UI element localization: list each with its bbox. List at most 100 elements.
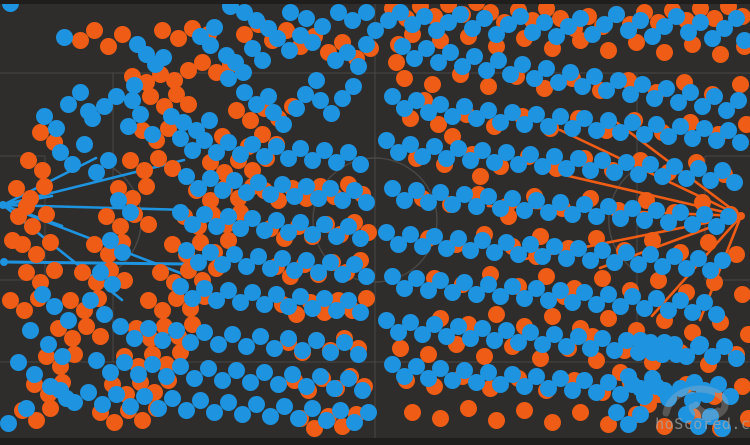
touch-dot <box>45 261 63 279</box>
touch-dot <box>715 337 733 355</box>
touch-dot <box>99 151 117 169</box>
touch-dot <box>485 243 503 261</box>
touch-dot <box>645 89 663 107</box>
touch-dot <box>715 19 733 37</box>
touch-dot <box>183 215 201 233</box>
touch-dot <box>327 227 345 245</box>
touch-dot <box>357 289 375 307</box>
touch-dot <box>231 293 249 311</box>
touch-dot <box>351 155 369 173</box>
touch-dot <box>61 291 79 309</box>
touch-dot <box>315 141 333 159</box>
touch-dot <box>573 77 591 95</box>
touch-dot <box>533 157 551 175</box>
touch-dot <box>285 187 303 205</box>
touch-dot <box>441 43 459 61</box>
touch-dot <box>109 191 127 209</box>
touch-dot <box>264 103 282 121</box>
touch-dot <box>621 85 639 103</box>
touch-dot <box>296 85 314 103</box>
touch-dot <box>219 69 237 87</box>
touch-dot <box>81 291 99 309</box>
touch-dot <box>267 137 285 155</box>
touch-dot <box>231 219 249 237</box>
touch-dot <box>171 129 189 147</box>
touch-dot <box>413 325 431 343</box>
touch-dot <box>429 53 447 71</box>
touch-dot <box>279 297 297 315</box>
touch-dot <box>717 101 735 119</box>
touch-dot <box>283 365 301 383</box>
touch-dot <box>611 297 629 315</box>
touch-dot <box>213 255 231 273</box>
touch-dot <box>27 411 45 429</box>
touch-dot <box>95 305 113 323</box>
touch-dot <box>451 5 469 23</box>
touch-dot <box>183 141 201 159</box>
touch-dot <box>475 347 493 365</box>
touch-dot <box>735 31 750 49</box>
touch-dot <box>701 407 719 425</box>
touch-dot <box>473 231 491 249</box>
touch-dot <box>15 301 33 319</box>
touch-dot <box>345 413 363 431</box>
touch-dot <box>501 65 519 83</box>
touch-dot <box>87 163 105 181</box>
pass-arrow-origin <box>0 201 7 209</box>
touch-dot <box>131 105 149 123</box>
touch-dot <box>467 373 485 391</box>
touch-dot <box>331 401 349 419</box>
touch-dot <box>683 391 701 409</box>
touch-dot <box>163 159 181 177</box>
touch-dot <box>655 417 673 435</box>
touch-dot <box>265 339 283 357</box>
touch-dot <box>683 129 701 147</box>
touch-dot <box>234 63 252 81</box>
touch-dot <box>163 389 181 407</box>
touch-dot <box>111 317 129 335</box>
touch-dot <box>273 175 291 193</box>
touch-dot <box>241 373 259 391</box>
touch-dot <box>193 53 211 71</box>
touch-dot <box>425 227 443 245</box>
touch-dot <box>691 335 709 353</box>
touch-dot <box>587 207 605 225</box>
touch-dot <box>599 373 617 391</box>
touch-dot <box>47 119 65 137</box>
touch-dot <box>33 161 51 179</box>
touch-dot <box>357 267 375 285</box>
touch-dot <box>25 365 43 383</box>
touch-dot <box>291 287 309 305</box>
touch-dot <box>667 345 685 363</box>
touch-dot <box>557 337 575 355</box>
touch-dot <box>267 211 285 229</box>
touch-dot <box>235 3 253 21</box>
touch-dot <box>171 277 189 295</box>
touch-dot <box>479 363 497 381</box>
touch-dot <box>335 333 353 351</box>
touch-dot <box>443 371 461 389</box>
touch-dot <box>153 301 171 319</box>
touch-dot <box>113 243 131 261</box>
touch-dot <box>697 385 715 403</box>
touch-dot <box>617 331 635 349</box>
touch-dot <box>311 367 329 385</box>
touch-dot <box>177 401 195 419</box>
touch-dot <box>321 253 339 271</box>
touch-dot <box>643 343 661 361</box>
touch-dot <box>713 161 731 179</box>
touch-dot <box>571 403 589 421</box>
touch-dot <box>213 181 231 199</box>
touch-dot <box>45 297 63 315</box>
touch-dot <box>107 87 125 105</box>
touch-dot <box>251 327 269 345</box>
touch-dot <box>121 203 139 221</box>
touch-dot <box>279 223 297 241</box>
touch-dot <box>683 303 701 321</box>
touch-dot <box>455 273 473 291</box>
touch-dot <box>685 373 703 391</box>
touch-dot <box>509 155 527 173</box>
touch-dot <box>545 325 563 343</box>
touch-dot <box>231 145 249 163</box>
touch-dot <box>417 39 435 57</box>
